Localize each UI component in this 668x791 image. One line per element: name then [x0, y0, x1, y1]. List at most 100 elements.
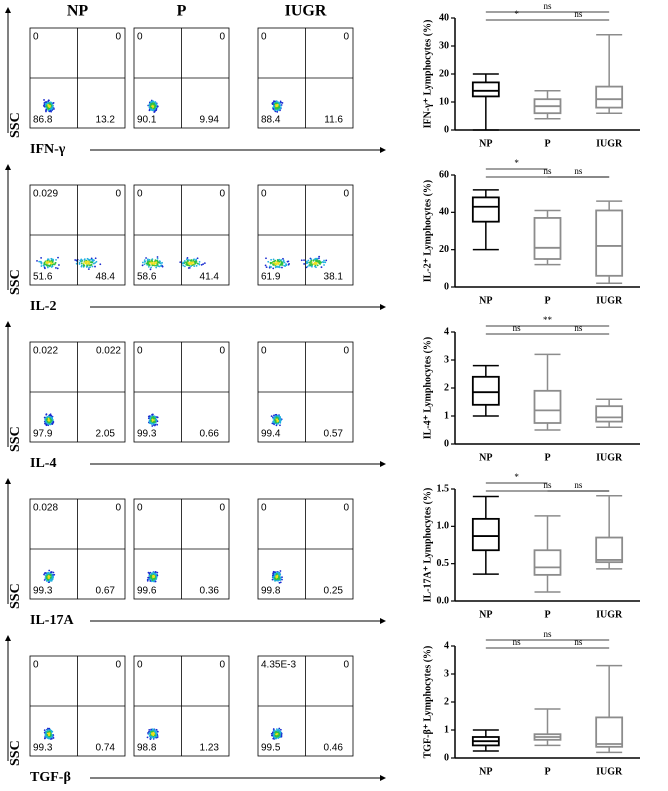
- y-axis-label: TGF-β⁺ Lymphocytes (%): [422, 646, 433, 759]
- event-dot: [49, 418, 52, 421]
- x-tick-label: IUGR: [596, 609, 623, 620]
- event-dot: [48, 260, 51, 262]
- event-dot: [196, 262, 199, 265]
- event-dot: [88, 263, 91, 265]
- event-dot: [268, 266, 271, 269]
- event-dot: [264, 264, 267, 267]
- event-dot: [49, 730, 51, 733]
- event-dot: [275, 260, 278, 263]
- event-dot: [151, 413, 154, 416]
- event-dot: [36, 260, 38, 262]
- y-tick-label: 60: [439, 169, 449, 180]
- x-tick-label: NP: [479, 295, 492, 306]
- event-dot: [155, 418, 157, 421]
- event-dot: [188, 264, 191, 267]
- significance-label: *: [514, 158, 519, 168]
- y-axis-label: SSC: [8, 583, 23, 609]
- event-dot: [273, 100, 275, 103]
- event-dot: [99, 263, 102, 266]
- box: [595, 405, 624, 423]
- event-dot: [278, 108, 280, 111]
- event-dot: [272, 258, 275, 261]
- x-tick-label: P: [544, 295, 550, 306]
- event-dot: [150, 103, 153, 105]
- event-dot: [182, 264, 185, 267]
- quadrant-value: 0.029: [33, 189, 58, 200]
- event-dot: [272, 107, 275, 110]
- event-dot: [150, 106, 153, 109]
- y-tick-label: 40: [439, 12, 449, 23]
- event-dot: [52, 421, 55, 423]
- event-dot: [154, 415, 157, 418]
- column-header: P: [177, 3, 187, 20]
- significance-label: ns: [574, 637, 583, 647]
- event-dot: [47, 579, 50, 581]
- event-dot: [152, 737, 155, 739]
- y-tick-label: 0: [444, 281, 449, 292]
- x-tick-label: NP: [479, 609, 492, 620]
- quadrant-value: 0: [137, 503, 143, 514]
- event-dot: [150, 266, 153, 269]
- event-dot: [154, 259, 157, 262]
- event-dot: [187, 267, 190, 269]
- event-dot: [153, 263, 156, 266]
- column-header: IUGR: [285, 3, 327, 20]
- event-dot: [43, 416, 46, 419]
- event-dot: [279, 731, 282, 734]
- event-dot: [275, 424, 278, 427]
- event-dot: [152, 728, 155, 731]
- event-dot: [148, 732, 150, 735]
- event-dot: [49, 423, 52, 426]
- column-header: NP: [67, 3, 89, 20]
- event-dot: [270, 266, 273, 268]
- event-dot: [193, 258, 195, 261]
- event-dot: [276, 729, 278, 732]
- event-dot: [48, 414, 51, 417]
- event-dot: [274, 266, 277, 269]
- event-dot: [48, 110, 51, 113]
- event-dot: [277, 731, 279, 734]
- event-dot: [146, 578, 149, 581]
- significance-label: ns: [574, 323, 583, 333]
- event-dot: [48, 419, 50, 422]
- event-dot: [43, 261, 46, 264]
- event-dot: [309, 261, 312, 264]
- event-dot: [74, 259, 77, 261]
- event-dot: [202, 263, 205, 265]
- y-axis-label: IFN-γ⁺ Lymphocytes (%): [422, 20, 433, 129]
- event-dot: [272, 261, 275, 264]
- event-dot: [269, 261, 272, 264]
- event-dot: [150, 737, 153, 740]
- quadrant-value: 0.66: [200, 429, 220, 440]
- event-dot: [47, 737, 50, 740]
- event-dot: [273, 573, 276, 576]
- event-dot: [155, 573, 158, 576]
- y-tick-label: 2: [444, 382, 449, 393]
- event-dot: [143, 263, 146, 266]
- event-dot: [57, 256, 59, 259]
- event-dot: [51, 265, 54, 268]
- event-dot: [48, 727, 51, 730]
- event-dot: [50, 574, 52, 576]
- quadrant-value: 88.4: [261, 115, 281, 126]
- event-dot: [55, 258, 57, 261]
- event-dot: [153, 110, 156, 113]
- event-dot: [268, 265, 271, 268]
- event-dot: [95, 260, 98, 263]
- event-dot: [272, 576, 274, 578]
- x-tick-label: P: [544, 138, 550, 149]
- event-dot: [191, 263, 193, 265]
- event-dot: [148, 258, 151, 261]
- event-dot: [272, 728, 275, 730]
- event-dot: [320, 266, 323, 269]
- quadrant-value: 0.57: [324, 429, 344, 440]
- event-dot: [55, 267, 57, 269]
- event-dot: [308, 261, 311, 264]
- event-dot: [90, 258, 92, 261]
- event-dot: [51, 423, 54, 426]
- event-dot: [51, 575, 54, 578]
- event-dot: [152, 100, 155, 103]
- event-dot: [277, 262, 280, 265]
- quadrant-value: 98.8: [137, 743, 157, 754]
- event-dot: [325, 259, 328, 262]
